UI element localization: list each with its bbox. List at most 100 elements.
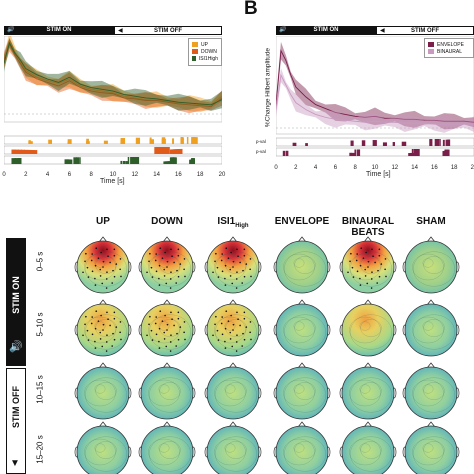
col-header-up: UP [96, 216, 110, 227]
topography-head [273, 362, 331, 420]
significance-mark [20, 149, 26, 154]
significance-mark [186, 137, 189, 144]
legend-item-up: UP [192, 41, 218, 48]
significance-mark [356, 149, 361, 156]
series-line-up [4, 38, 222, 106]
significance-mark [165, 147, 168, 154]
significance-mark [429, 139, 433, 146]
significance-mark [103, 140, 108, 144]
significance-mark [127, 157, 130, 164]
significance-mark [282, 150, 286, 156]
significance-mark [14, 158, 19, 164]
significance-mark [23, 149, 29, 154]
side-speaker-muted-icon: ▼ [10, 458, 20, 469]
topography-head [402, 421, 460, 474]
significance-mark [178, 149, 181, 154]
sig-strip-down [4, 145, 222, 155]
topography-head [74, 236, 132, 294]
x-tick-label: 18 [196, 172, 204, 178]
significance-mark [120, 160, 123, 164]
significance-mark [165, 161, 170, 164]
significance-mark [354, 149, 357, 156]
significance-mark [372, 140, 377, 146]
panel-a-legend: UP DOWN ISI1High [188, 38, 222, 66]
x-tick-label: 0 [274, 165, 278, 171]
significance-mark [382, 142, 387, 146]
topography-head [74, 362, 132, 420]
significance-mark [439, 139, 441, 146]
legend-item-down: DOWN [192, 48, 218, 55]
speaker-muted-icon: ◀ [380, 28, 385, 34]
panel-a-x-label: Time [s] [100, 178, 125, 185]
significance-mark [14, 149, 19, 154]
significance-mark [73, 157, 78, 164]
x-tick-label: 0 [2, 172, 6, 178]
col-header-down: DOWN [151, 216, 183, 227]
panel-b-stim-bar: 🔊 STIM ON ◀ STIM OFF [276, 26, 474, 35]
significance-mark [172, 138, 174, 144]
x-tick-label: 14 [411, 165, 418, 171]
significance-mark [48, 139, 52, 144]
x-tick-label: 18 [450, 165, 458, 171]
significance-mark [180, 138, 184, 144]
significance-mark [28, 140, 31, 144]
panel-a-stim-off: ◀ STIM OFF [114, 26, 222, 35]
topography-head [138, 362, 196, 420]
significance-mark [33, 150, 38, 154]
significance-mark [191, 137, 196, 144]
topography-head [402, 236, 460, 294]
significance-mark [415, 149, 420, 156]
panel-a-stim-bar: 🔊 STIM ON ◀ STIM OFF [4, 26, 222, 35]
significance-mark [168, 147, 170, 154]
significance-mark [434, 139, 440, 146]
significance-mark [350, 140, 354, 146]
panel-b-letter: B [244, 0, 258, 19]
x-tick-label: 16 [431, 165, 438, 171]
significance-mark [410, 152, 415, 156]
speaker-muted-icon: ◀ [118, 28, 123, 34]
side-stim-on-bar [6, 238, 26, 366]
series-line-isi1high [4, 41, 222, 106]
row-label-10-15: 10–15 s [35, 375, 45, 404]
significance-mark [132, 157, 137, 164]
significance-mark [192, 158, 195, 164]
significance-mark [176, 149, 180, 154]
x-tick-label: 4 [313, 165, 318, 171]
legend-item-envelope: ENVELOPE [428, 41, 470, 48]
significance-mark [70, 159, 73, 164]
x-tick-label: 12 [391, 165, 399, 171]
x-tick-label: 20 [470, 165, 474, 171]
significance-mark [17, 149, 23, 154]
legend-item-binaural: BINAURAL [428, 48, 470, 55]
topography-head [74, 299, 132, 357]
panel-b-stim-off: ◀ STIM OFF [376, 26, 474, 35]
topography-head [339, 299, 397, 357]
significance-mark [285, 150, 289, 156]
significance-mark [445, 149, 450, 156]
x-tick-label: 2 [24, 172, 28, 178]
panel-b-legend: ENVELOPE BINAURAL [424, 38, 474, 58]
topography-head [339, 362, 397, 420]
significance-mark [30, 150, 35, 154]
col-header-binaural: BINAURAL BEATS [341, 216, 395, 238]
x-tick-label: 2 [294, 165, 298, 171]
side-stim-on-label: STIM ON [11, 276, 21, 314]
speaker-icon: 🔊 [279, 27, 287, 33]
significance-mark [67, 159, 71, 164]
significance-mark [11, 149, 16, 154]
x-tick-label: 4 [45, 172, 50, 178]
significance-mark [161, 138, 166, 144]
panel-a-chart [4, 36, 222, 165]
panel-b-chart [276, 36, 474, 157]
significance-mark [122, 160, 126, 164]
x-tick-label: 10 [109, 172, 117, 178]
x-tick-label: 14 [153, 172, 160, 178]
significance-mark [408, 153, 412, 156]
significance-mark [392, 142, 395, 146]
x-tick-label: 6 [333, 165, 338, 171]
sig-strip-isi [4, 155, 222, 165]
topography-head [339, 236, 397, 294]
side-speaker-icon: 🔊 [9, 341, 23, 353]
topography-head [204, 362, 262, 420]
panel-b-stim-on: 🔊 STIM ON [276, 26, 376, 35]
